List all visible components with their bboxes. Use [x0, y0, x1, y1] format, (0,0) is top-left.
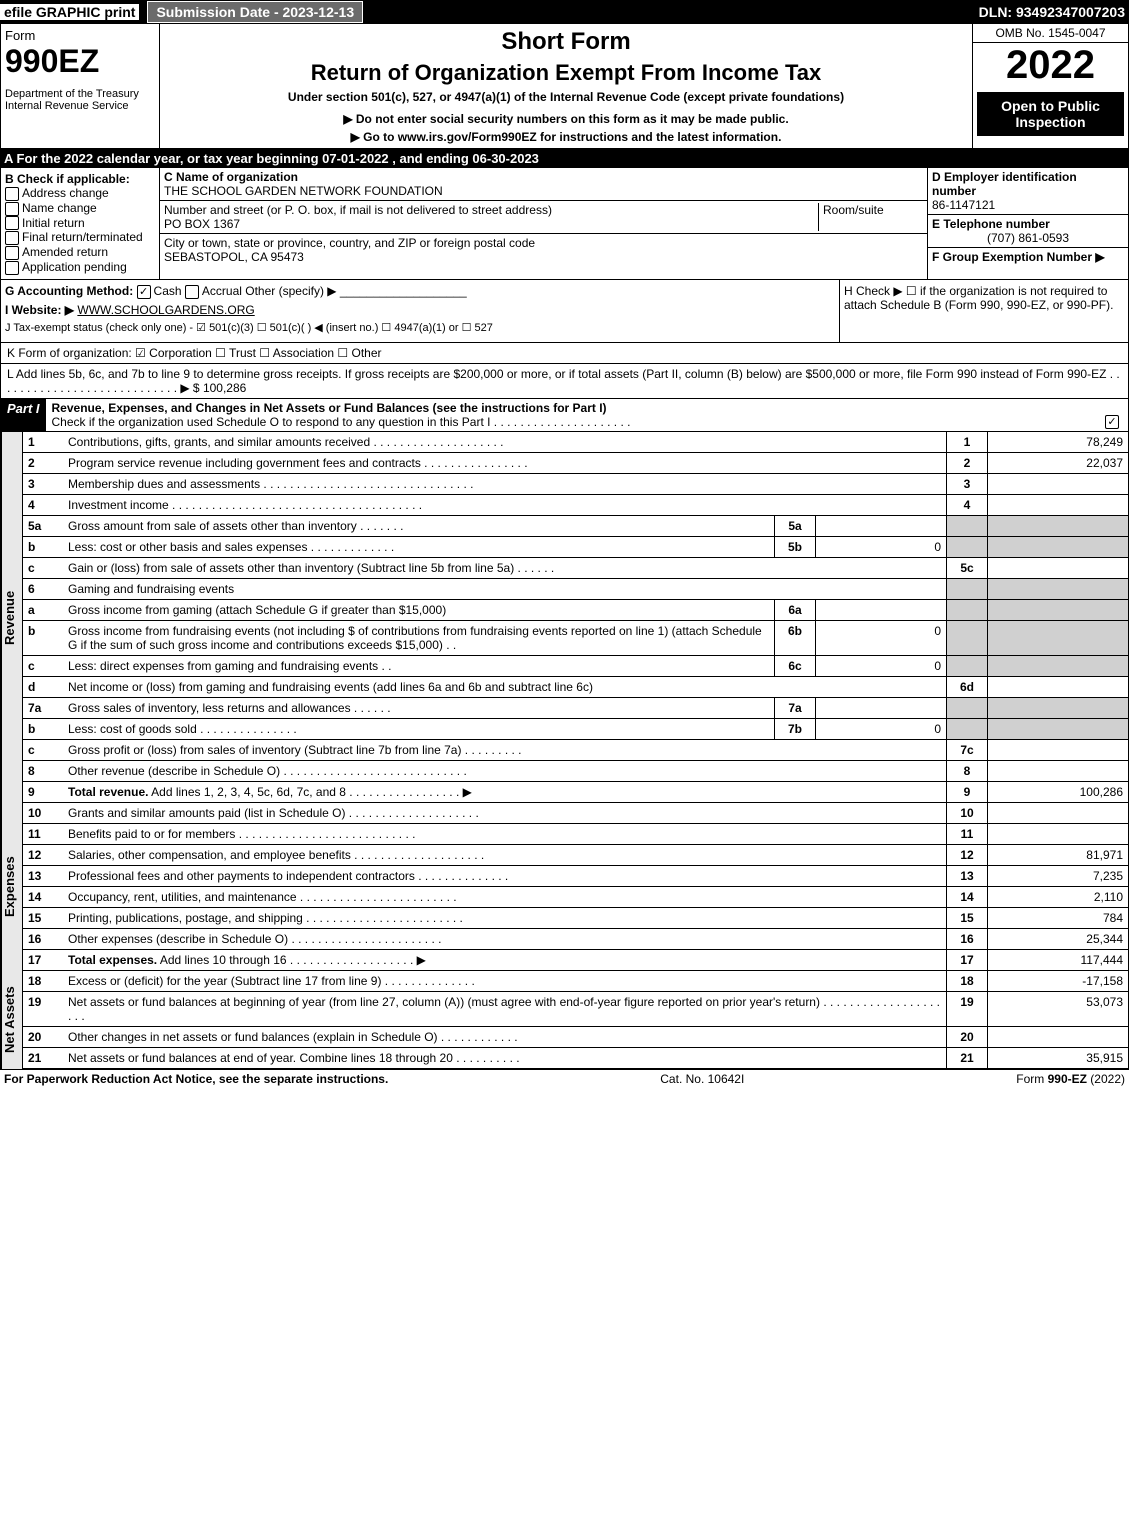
phone-value: (707) 861-0593 — [932, 231, 1124, 245]
goto-link[interactable]: ▶ Go to www.irs.gov/Form990EZ for instru… — [164, 130, 968, 144]
efile-label: efile GRAPHIC print — [0, 4, 139, 20]
line-row: 17Total expenses. Add lines 10 through 1… — [23, 949, 1129, 970]
line-sub-row: 7aGross sales of inventory, less returns… — [23, 697, 1129, 718]
revenue-section: Revenue 1Contributions, gifts, grants, a… — [0, 432, 1129, 803]
page-footer: For Paperwork Reduction Act Notice, see … — [0, 1069, 1129, 1088]
line-row: 1Contributions, gifts, grants, and simil… — [23, 432, 1129, 453]
omb-number: OMB No. 1545-0047 — [973, 24, 1128, 43]
line-row: 2Program service revenue including gover… — [23, 452, 1129, 473]
website-link[interactable]: WWW.SCHOOLGARDENS.ORG — [77, 303, 254, 317]
line-sub-row: bLess: cost or other basis and sales exp… — [23, 536, 1129, 557]
open-public-badge: Open to Public Inspection — [977, 92, 1124, 136]
org-name: THE SCHOOL GARDEN NETWORK FOUNDATION — [164, 184, 443, 198]
checkbox-name-change[interactable]: Name change — [5, 201, 155, 216]
revenue-side-label: Revenue — [1, 432, 22, 803]
line-row: 18Excess or (deficit) for the year (Subt… — [23, 971, 1129, 992]
city-label: City or town, state or province, country… — [164, 236, 535, 250]
line-row: 12Salaries, other compensation, and empl… — [23, 844, 1129, 865]
top-bar: efile GRAPHIC print Submission Date - 20… — [0, 0, 1129, 24]
section-j: J Tax-exempt status (check only one) - ☑… — [5, 321, 835, 334]
line-row: 14Occupancy, rent, utilities, and mainte… — [23, 886, 1129, 907]
info-block: B Check if applicable: Address change Na… — [0, 168, 1129, 280]
checkbox-final-return[interactable]: Final return/terminated — [5, 230, 155, 245]
line-row: 19Net assets or fund balances at beginni… — [23, 991, 1129, 1026]
form-number: 990EZ — [5, 43, 155, 80]
line-sub-row: aGross income from gaming (attach Schedu… — [23, 599, 1129, 620]
line-row: 21Net assets or fund balances at end of … — [23, 1047, 1129, 1068]
line-sub-row: bGross income from fundraising events (n… — [23, 620, 1129, 655]
irs-label: Internal Revenue Service — [5, 100, 155, 112]
section-c: C Name of organization THE SCHOOL GARDEN… — [160, 168, 928, 279]
group-exemption-label: F Group Exemption Number ▶ — [932, 250, 1105, 264]
expenses-side-label: Expenses — [1, 803, 22, 971]
ssn-warning: ▶ Do not enter social security numbers o… — [164, 112, 968, 126]
room-suite-label: Room/suite — [818, 203, 923, 231]
return-title: Return of Organization Exempt From Incom… — [164, 60, 968, 86]
street-label: Number and street (or P. O. box, if mail… — [164, 203, 552, 217]
checkbox-address-change[interactable]: Address change — [5, 186, 155, 201]
section-def: D Employer identification number 86-1147… — [928, 168, 1128, 279]
line-sub-row: cLess: direct expenses from gaming and f… — [23, 655, 1129, 676]
footer-center: Cat. No. 10642I — [660, 1072, 744, 1086]
org-name-label: C Name of organization — [164, 170, 298, 184]
part1-title: Revenue, Expenses, and Changes in Net As… — [52, 401, 607, 415]
dln-number: DLN: 93492347007203 — [979, 4, 1129, 20]
line-row: 20Other changes in net assets or fund ba… — [23, 1026, 1129, 1047]
line-row: 10Grants and similar amounts paid (list … — [23, 803, 1129, 824]
phone-label: E Telephone number — [932, 217, 1050, 231]
revenue-table: 1Contributions, gifts, grants, and simil… — [22, 432, 1129, 803]
section-g: G Accounting Method: Cash Accrual Other … — [5, 284, 835, 299]
section-b-header: B Check if applicable: — [5, 172, 155, 186]
line-sub-row: bLess: cost of goods sold . . . . . . . … — [23, 718, 1129, 739]
form-header: Form 990EZ Department of the Treasury In… — [0, 24, 1129, 149]
line-sub-row: 5aGross amount from sale of assets other… — [23, 515, 1129, 536]
section-h: H Check ▶ ☐ if the organization is not r… — [839, 280, 1128, 342]
part1-label: Part I — [1, 399, 46, 431]
line-row: 16Other expenses (describe in Schedule O… — [23, 928, 1129, 949]
line-row: cGross profit or (loss) from sales of in… — [23, 739, 1129, 760]
submission-date: Submission Date - 2023-12-13 — [147, 1, 363, 23]
checkbox-amended-return[interactable]: Amended return — [5, 245, 155, 260]
street-value: PO BOX 1367 — [164, 217, 240, 231]
checkbox-accrual[interactable] — [185, 285, 199, 299]
line-row: 4Investment income . . . . . . . . . . .… — [23, 494, 1129, 515]
line-row: 8Other revenue (describe in Schedule O) … — [23, 760, 1129, 781]
part1-header-row: Part I Revenue, Expenses, and Changes in… — [0, 399, 1129, 432]
expenses-section: Expenses 10Grants and similar amounts pa… — [0, 803, 1129, 971]
under-section: Under section 501(c), 527, or 4947(a)(1)… — [164, 90, 968, 104]
ein-value: 86-1147121 — [932, 198, 995, 212]
line-row-total: 9Total revenue. Add lines 1, 2, 3, 4, 5c… — [23, 781, 1129, 802]
line-row: 6Gaming and fundraising events — [23, 578, 1129, 599]
checkbox-application-pending[interactable]: Application pending — [5, 260, 155, 275]
netassets-table: 18Excess or (deficit) for the year (Subt… — [22, 971, 1129, 1069]
form-label: Form — [5, 28, 155, 43]
netassets-section: Net Assets 18Excess or (deficit) for the… — [0, 971, 1129, 1069]
checkbox-schedule-o[interactable] — [1105, 415, 1119, 429]
ghi-block: G Accounting Method: Cash Accrual Other … — [0, 280, 1129, 343]
line-row: 3Membership dues and assessments . . . .… — [23, 473, 1129, 494]
section-k: K Form of organization: ☑ Corporation ☐ … — [0, 343, 1129, 364]
line-row: 11Benefits paid to or for members . . . … — [23, 823, 1129, 844]
line-row: cGain or (loss) from sale of assets othe… — [23, 557, 1129, 578]
ein-label: D Employer identification number — [932, 170, 1077, 198]
short-form-title: Short Form — [164, 28, 968, 56]
line-row: 13Professional fees and other payments t… — [23, 865, 1129, 886]
line-row: dNet income or (loss) from gaming and fu… — [23, 676, 1129, 697]
section-b: B Check if applicable: Address change Na… — [1, 168, 160, 279]
line-row: 15Printing, publications, postage, and s… — [23, 907, 1129, 928]
tax-year: 2022 — [973, 43, 1128, 88]
section-a-header: A For the 2022 calendar year, or tax yea… — [0, 149, 1129, 168]
section-l: L Add lines 5b, 6c, and 7b to line 9 to … — [0, 364, 1129, 399]
footer-left: For Paperwork Reduction Act Notice, see … — [4, 1072, 388, 1086]
expenses-table: 10Grants and similar amounts paid (list … — [22, 803, 1129, 971]
city-value: SEBASTOPOL, CA 95473 — [164, 250, 304, 264]
checkbox-initial-return[interactable]: Initial return — [5, 216, 155, 231]
netassets-side-label: Net Assets — [1, 971, 22, 1069]
department-label: Department of the Treasury — [5, 88, 155, 100]
part1-check-text: Check if the organization used Schedule … — [52, 415, 631, 429]
section-i: I Website: ▶ WWW.SCHOOLGARDENS.ORG — [5, 303, 835, 317]
footer-right: Form 990-EZ (2022) — [1016, 1072, 1125, 1086]
checkbox-cash[interactable] — [137, 285, 151, 299]
